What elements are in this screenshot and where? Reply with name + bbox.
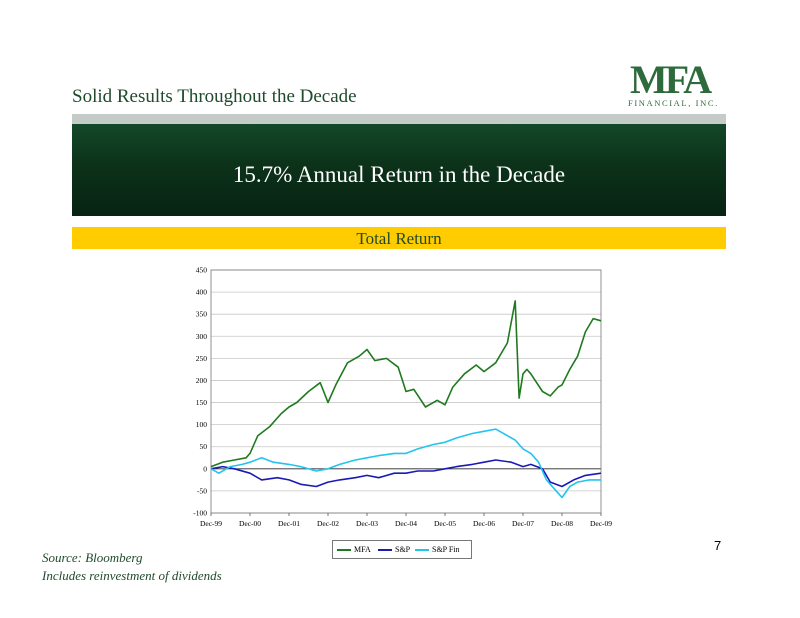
x-tick-label: Dec-08 bbox=[551, 519, 573, 528]
y-tick-label: 0 bbox=[203, 464, 207, 473]
y-tick-label: 50 bbox=[200, 442, 208, 451]
chart-lines bbox=[210, 300, 602, 499]
total-return-chart: -100 -50 0 50 100 150 200 250 300 350 400 450 Dec-99… bbox=[193, 266, 612, 529]
legend-label-mfa: MFA bbox=[354, 545, 371, 554]
chart-legend: MFA S&P S&P Fin bbox=[332, 540, 472, 559]
x-tick-label: Dec-03 bbox=[356, 519, 378, 528]
page-title: Solid Results Throughout the Decade bbox=[72, 86, 357, 107]
y-tick-label: 400 bbox=[196, 288, 208, 297]
y-tick-label: 450 bbox=[196, 266, 208, 275]
x-tick-label: Dec-99 bbox=[200, 519, 222, 528]
series-line-mfa bbox=[210, 300, 602, 468]
x-tick-label: Dec-09 bbox=[590, 519, 612, 528]
legend-swatch-spfin bbox=[415, 549, 429, 551]
y-tick-label: 250 bbox=[196, 354, 208, 363]
legend-label-sp: S&P bbox=[395, 545, 411, 554]
x-tick-label: Dec-06 bbox=[473, 519, 495, 528]
header-rule bbox=[72, 114, 726, 124]
legend-label-spfin: S&P Fin bbox=[432, 545, 460, 554]
legend-swatch-mfa bbox=[337, 549, 351, 551]
y-tick-label: -50 bbox=[197, 486, 207, 495]
headline-text: 15.7% Annual Return in the Decade bbox=[232, 162, 566, 187]
footnote-dividends: Includes reinvestment of dividends bbox=[42, 568, 222, 583]
x-tick-label: Dec-00 bbox=[239, 519, 261, 528]
y-tick-label: 200 bbox=[196, 376, 208, 385]
footnote-source: Source: Bloomberg bbox=[42, 550, 143, 565]
legend-swatch-sp bbox=[378, 549, 392, 551]
y-tick-label: 300 bbox=[196, 332, 208, 341]
company-logo: MFA FINANCIAL, INC. bbox=[622, 60, 728, 110]
y-tick-label: 150 bbox=[196, 398, 208, 407]
headline-banner: 15.7% Annual Return in the Decade bbox=[72, 124, 726, 216]
y-tick-label: 100 bbox=[196, 420, 208, 429]
x-tick-label: Dec-04 bbox=[395, 519, 417, 528]
section-title: Total Return bbox=[356, 229, 442, 248]
x-tick-label: Dec-07 bbox=[512, 519, 534, 528]
y-tick-label: -100 bbox=[193, 509, 207, 518]
page-number: 7 bbox=[714, 538, 722, 553]
series-line-s-p-fin bbox=[210, 428, 601, 499]
x-tick-label: Dec-05 bbox=[434, 519, 456, 528]
x-tick-label: Dec-02 bbox=[317, 519, 339, 528]
section-bar: Total Return bbox=[72, 227, 726, 249]
logo-subtitle: FINANCIAL, INC. bbox=[628, 98, 719, 108]
series-line-s-p bbox=[210, 459, 602, 488]
chart-axes: -100 -50 0 50 100 150 200 250 300 350 400 450 Dec-99… bbox=[193, 266, 612, 529]
x-tick-label: Dec-01 bbox=[278, 519, 300, 528]
y-tick-label: 350 bbox=[196, 310, 208, 319]
logo-mark: MFA bbox=[630, 57, 712, 102]
